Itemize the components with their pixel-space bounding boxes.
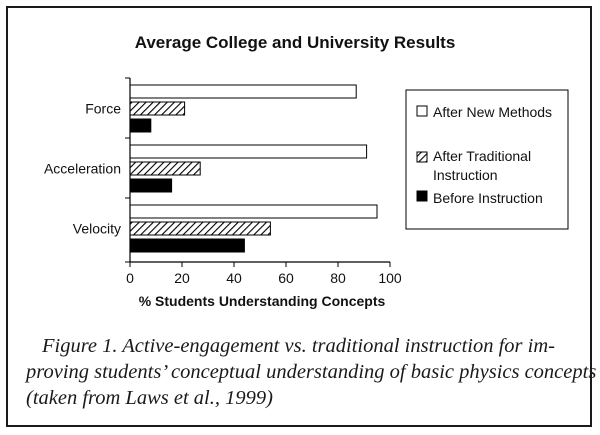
legend-swatch-after-new-methods <box>416 105 428 117</box>
bar-velocity-after-traditional-instruction <box>129 221 271 236</box>
x-tick-label: 60 <box>278 270 294 286</box>
legend: After New Methods After Traditional Instru… <box>405 89 569 230</box>
bar-chart: Average College and University Results F… <box>44 33 569 309</box>
bar-acceleration-before-instruction <box>129 178 173 193</box>
x-tick-label: 20 <box>174 270 190 286</box>
bar-velocity-before-instruction <box>129 238 245 253</box>
legend-label: After New Methods <box>433 104 552 120</box>
figure-caption: Figure 1. Active-engagement vs. traditio… <box>26 333 597 411</box>
legend-label: After Traditional <box>433 148 531 164</box>
caption-line-1: Figure 1. Active-engagement vs. traditio… <box>42 335 555 357</box>
x-tick-label: 40 <box>226 270 242 286</box>
x-tick-label: 80 <box>330 270 346 286</box>
caption-line-2: proving students’ conceptual understandi… <box>26 361 597 383</box>
bar-force-after-traditional-instruction <box>129 101 186 116</box>
category-label-velocity: Velocity <box>73 221 121 237</box>
bar-acceleration-after-new-methods <box>129 144 368 159</box>
bar-force-before-instruction <box>129 118 152 133</box>
caption-line-3: (taken from Laws et al., 1999) <box>26 387 273 409</box>
category-label-acceleration: Acceleration <box>44 161 121 177</box>
legend-swatch-before-instruction <box>416 190 428 202</box>
bar-force-after-new-methods <box>129 84 357 99</box>
x-tick-label: 0 <box>126 270 134 286</box>
bar-acceleration-after-traditional-instruction <box>129 161 201 176</box>
chart-title: Average College and University Results <box>135 33 456 52</box>
legend-swatch-after-traditional-instruction <box>416 151 428 163</box>
x-axis-label: % Students Understanding Concepts <box>139 293 386 309</box>
x-tick-label: 100 <box>378 270 402 286</box>
axis-layer: 0 20 40 60 80 100 <box>125 77 402 286</box>
bar-velocity-after-new-methods <box>129 204 378 219</box>
legend-box <box>405 89 569 230</box>
legend-label: Before Instruction <box>433 190 543 206</box>
legend-label: Instruction <box>433 167 498 183</box>
category-label-force: Force <box>85 101 121 117</box>
bars-layer: Force Acceleration Velocity <box>44 84 378 253</box>
